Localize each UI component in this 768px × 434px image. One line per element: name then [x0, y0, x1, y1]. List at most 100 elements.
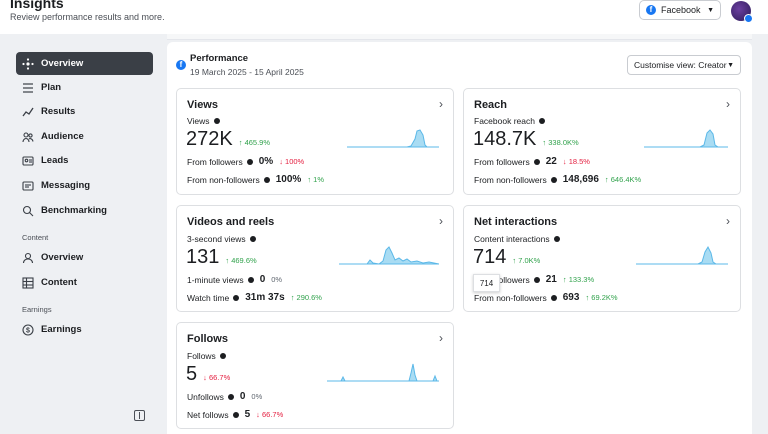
overview-icon — [22, 252, 34, 264]
change-up: ↑ 646.4K% — [604, 175, 642, 184]
change-value: 338.0K% — [548, 138, 579, 147]
stat-row: From followers 21 ↑ 133.3% — [474, 274, 594, 285]
change-value: 7.0K% — [518, 256, 541, 265]
change-value: 133.3% — [568, 275, 595, 284]
sidebar-item-label: Results — [41, 106, 76, 117]
info-icon[interactable] — [233, 294, 240, 301]
net-interactions-card[interactable]: Net interactions › Content interactions … — [463, 205, 741, 312]
caret-down-icon: ▼ — [727, 61, 734, 69]
sidebar-item-results[interactable]: Results — [16, 100, 153, 123]
change-neutral: 0% — [251, 392, 262, 401]
collapse-sidebar-icon[interactable] — [134, 410, 145, 421]
stat-row: From non-followers 148,696 ↑ 646.4K% — [474, 174, 641, 185]
sparkline-chart — [327, 363, 439, 382]
sidebar-item-plan[interactable]: Plan — [16, 76, 153, 99]
sidebar-item-messaging[interactable]: Messaging — [16, 174, 153, 197]
chevron-right-icon[interactable]: › — [439, 331, 443, 345]
sidebar-item-label: Content — [41, 277, 77, 288]
metric-value-text: 148.7K — [473, 128, 537, 150]
change-up: ↑ 338.0K% — [542, 138, 579, 147]
svg-text:$: $ — [26, 327, 30, 334]
chevron-right-icon[interactable]: › — [439, 97, 443, 111]
row-value: 0% — [258, 156, 274, 167]
metric-label-text: Facebook reach — [474, 116, 535, 126]
sparkle-icon — [22, 57, 34, 70]
sidebar-item-audience[interactable]: Audience — [16, 125, 153, 148]
metric-label: Follows — [187, 351, 226, 361]
change-down: ↓ 18.5% — [562, 157, 590, 166]
info-icon[interactable] — [249, 236, 256, 242]
row-label: From non-followers — [187, 174, 260, 185]
customise-view-select[interactable]: Customise view: Creator ▼ — [627, 55, 741, 75]
facebook-icon: f — [646, 5, 656, 15]
platform-select[interactable]: f Facebook ▼ — [639, 0, 721, 20]
sidebar-item-overview[interactable]: Overview — [16, 52, 153, 75]
info-icon[interactable] — [246, 158, 253, 165]
metric-label: 3-second views — [187, 234, 256, 244]
sidebar-item-content-overview[interactable]: Overview — [16, 246, 153, 269]
grid-icon — [22, 276, 34, 289]
metric-label: Content interactions — [474, 234, 560, 244]
row-label: From non-followers — [474, 174, 547, 185]
performance-title: Performance — [190, 53, 249, 64]
stat-row: From followers 0% ↓ 100% — [187, 156, 304, 167]
chevron-right-icon[interactable]: › — [726, 214, 730, 228]
info-icon[interactable] — [247, 276, 254, 283]
metric-value-text: 5 — [186, 363, 198, 385]
change-value: 646.4K% — [610, 175, 642, 184]
metric-label-text: Follows — [187, 351, 216, 361]
row-label: From non-followers — [474, 292, 547, 303]
sparkline-chart — [347, 129, 439, 148]
sidebar-item-benchmarking[interactable]: Benchmarking — [16, 199, 153, 222]
info-icon[interactable] — [213, 118, 220, 124]
info-icon[interactable] — [227, 393, 234, 400]
videos-reels-card[interactable]: Videos and reels › 3-second views 131 ↑ 4… — [176, 205, 454, 312]
metric-value: 131 ↑ 469.6% — [186, 246, 257, 269]
info-icon[interactable] — [533, 158, 540, 165]
reach-card[interactable]: Reach › Facebook reach 148.7K ↑ 338.0K% F… — [463, 88, 741, 195]
row-label: 1-minute views — [187, 274, 244, 285]
info-icon[interactable] — [550, 294, 557, 301]
info-icon[interactable] — [538, 118, 545, 124]
info-icon[interactable] — [232, 411, 239, 418]
stat-row: From followers 22 ↓ 18.5% — [474, 156, 590, 167]
caret-down-icon: ▼ — [707, 6, 714, 14]
page-header: Insights Review performance results and … — [0, 0, 768, 34]
row-label: From followers — [474, 156, 530, 167]
info-icon[interactable] — [219, 353, 226, 359]
info-icon[interactable] — [550, 176, 557, 183]
change-up: ↑ 69.2K% — [585, 293, 618, 302]
sidebar-item-content[interactable]: Content — [16, 271, 153, 294]
follows-card[interactable]: Follows › Follows 5 ↓ 66.7% Unfollows 0 0… — [176, 322, 454, 429]
change-up: ↑ 469.6% — [225, 256, 257, 265]
change-up: ↑ 7.0K% — [512, 256, 541, 265]
row-label: Net follows — [187, 409, 229, 420]
row-value: 0 — [239, 391, 246, 402]
sidebar-item-earnings[interactable]: $ Earnings — [16, 318, 153, 341]
sidebar-item-label: Overview — [41, 58, 84, 69]
change-down: ↓ 66.7% — [256, 410, 284, 419]
change-value: 66.7% — [261, 410, 284, 419]
row-value: 100% — [275, 174, 302, 185]
chevron-right-icon[interactable]: › — [439, 214, 443, 228]
card-title: Views — [187, 99, 218, 111]
info-icon[interactable] — [533, 276, 540, 283]
info-icon[interactable] — [263, 176, 270, 183]
people-icon — [22, 131, 34, 143]
change-value: 290.6% — [296, 293, 322, 302]
sidebar-item-leads[interactable]: Leads — [16, 149, 153, 172]
row-value: 22 — [545, 156, 557, 167]
avatar[interactable] — [731, 1, 753, 23]
change-value: 469.6% — [231, 256, 257, 265]
change-down: ↓ 100% — [279, 157, 305, 166]
change-up: ↑ 465.9% — [238, 138, 270, 147]
info-icon[interactable] — [553, 236, 560, 242]
row-label: Watch time — [187, 292, 230, 303]
sidebar: Overview Plan Results Audience Leads Mes… — [0, 34, 163, 434]
platform-select-label: Facebook — [661, 5, 701, 15]
change-value: 66.7% — [208, 373, 231, 382]
list-icon — [22, 82, 34, 94]
chevron-right-icon[interactable]: › — [726, 97, 730, 111]
views-card[interactable]: Views › Views 272K ↑ 465.9% From follower… — [176, 88, 454, 195]
change-up: ↑ 290.6% — [290, 293, 322, 302]
